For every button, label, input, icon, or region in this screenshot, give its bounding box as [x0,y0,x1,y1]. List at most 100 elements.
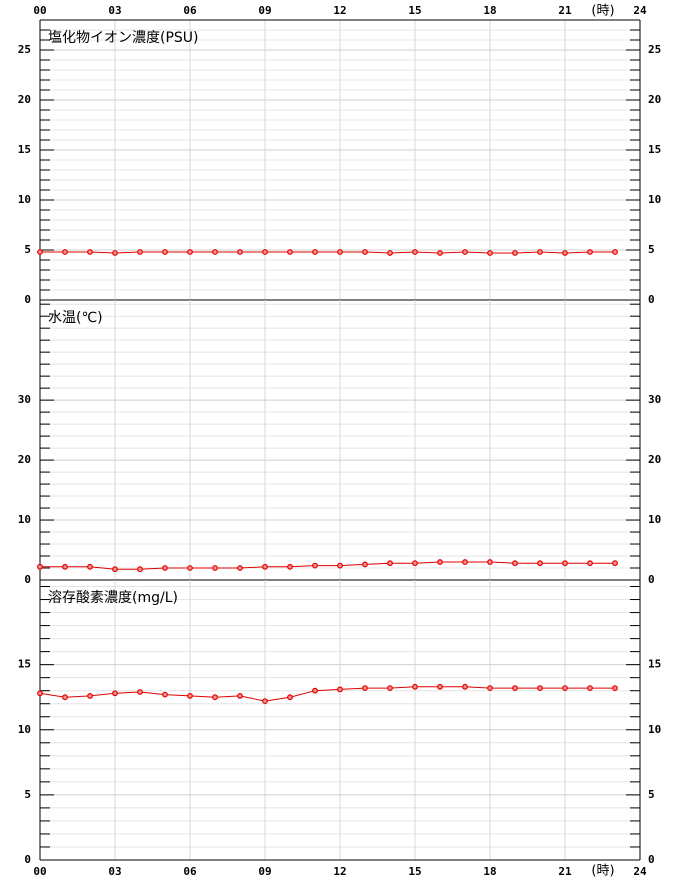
data-point [287,563,293,570]
data-point [487,685,493,691]
data-point [562,250,568,256]
data-point [187,693,193,699]
data-point [62,563,68,570]
data-point [237,249,243,255]
data-point [587,560,593,567]
y-tick-label: 10 [18,513,31,526]
x-unit: (時) [591,4,614,19]
data-point [512,685,518,691]
data-point [37,563,43,570]
data-point [337,249,343,255]
x-tick-label: 18 [483,865,496,878]
data-line [39,686,615,702]
panel-title: 塩化物イオン濃度(PSU) [48,30,199,46]
data-point [62,249,68,255]
y-tick-label-right: 15 [648,143,661,156]
x-unit: (時) [591,864,614,879]
data-point [512,250,518,256]
x-tick-label: 12 [333,865,346,878]
x-tick-label: 03 [108,4,121,17]
data-point [87,563,93,570]
x-tick-label: 24 [633,4,647,17]
x-tick-label: 15 [408,865,421,878]
data-point [312,562,318,569]
data-point [37,690,43,697]
data-point [537,560,543,567]
data-point [337,686,343,693]
data-point [437,250,443,256]
y-tick-label: 15 [18,658,31,671]
y-tick-label: 10 [18,193,31,206]
data-point [212,694,218,701]
y-tick-label-right: 25 [648,43,661,56]
y-tick-label: 5 [24,788,31,801]
y-tick-label-right: 0 [648,573,655,586]
data-point [462,683,468,690]
data-point [262,563,268,570]
data-point [137,689,143,695]
data-point [112,566,118,573]
data-point [162,691,168,698]
y-tick-label: 0 [24,573,31,586]
x-tick-label: 03 [108,865,121,878]
data-point [162,249,168,255]
data-point [562,560,568,567]
y-tick-label-right: 5 [648,243,655,256]
data-point [537,249,543,255]
data-point [412,249,418,255]
data-point [87,693,93,699]
data-point [412,560,418,567]
data-point [412,683,418,690]
y-tick-label-right: 20 [648,453,661,466]
data-point [587,249,593,255]
panel-title: 水温(℃) [48,310,103,326]
data-line [40,561,615,570]
y-tick-label-right: 0 [648,853,655,866]
data-point [612,249,618,255]
data-point [137,249,143,255]
data-point [312,687,318,694]
y-tick-label-right: 20 [648,93,661,106]
data-point [137,566,143,573]
x-tick-label: 00 [33,4,46,17]
data-point [212,565,218,571]
y-tick-label: 15 [18,143,31,156]
x-tick-label: 21 [558,4,572,17]
y-tick-label: 20 [18,93,31,106]
x-tick-label: 15 [408,4,421,17]
data-point [112,250,118,256]
data-point [262,249,268,255]
data-point [462,249,468,255]
y-tick-label-right: 30 [648,393,661,406]
data-point [487,250,493,256]
data-point [162,565,168,571]
data-point [562,685,568,691]
data-line [40,251,615,254]
x-tick-label: 06 [183,865,197,878]
y-tick-label-right: 0 [648,293,655,306]
data-point [337,562,343,569]
data-point [362,685,368,691]
data-point [262,698,268,705]
data-point [437,559,443,565]
data-point [287,249,293,255]
x-tick-label: 09 [258,4,271,17]
y-tick-label: 10 [18,723,31,736]
data-point [287,694,293,701]
y-tick-label-right: 5 [648,788,655,801]
data-point [387,250,393,256]
x-tick-label: 12 [333,4,346,17]
y-tick-label: 30 [18,393,31,406]
y-tick-label-right: 10 [648,723,661,736]
data-point [62,694,68,701]
y-tick-label: 25 [18,43,31,56]
y-tick-label-right: 15 [648,658,661,671]
y-tick-label: 5 [24,243,31,256]
data-point [387,560,393,567]
data-point [187,249,193,255]
data-point [537,685,543,691]
x-tick-label: 00 [33,865,46,878]
data-point [237,693,243,699]
data-point [362,249,368,255]
